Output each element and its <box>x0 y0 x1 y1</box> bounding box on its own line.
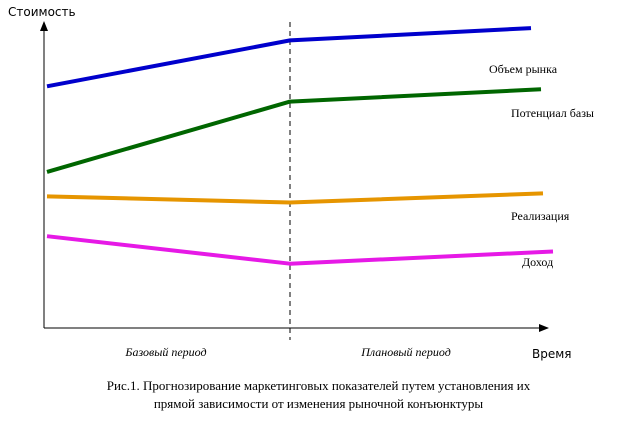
period-label-plan: Плановый период <box>360 345 451 359</box>
figure-caption-line-1: Рис.1. Прогнозирование маркетинговых пок… <box>106 378 531 393</box>
series-polyline <box>46 234 554 266</box>
y-axis-label: Стоимость <box>8 5 76 19</box>
series-polyline <box>46 87 542 174</box>
figure-caption-line-2: прямой зависимости от изменения рыночной… <box>153 396 484 411</box>
x-axis-label: Время <box>532 347 572 361</box>
period-label-base: Базовый период <box>124 345 206 359</box>
series-line-base-potential <box>46 87 542 174</box>
series-label-market-volume: Объем рынка <box>489 62 558 76</box>
series-polyline <box>46 191 544 205</box>
series-line-market-volume <box>46 26 532 89</box>
series-label-base-potential: Потенциал базы <box>511 106 594 120</box>
series-label-income: Доход <box>522 255 553 269</box>
series-line-income <box>46 234 554 266</box>
series-label-sales: Реализация <box>511 209 570 223</box>
series-line-sales <box>46 191 544 205</box>
series-polyline <box>46 26 532 89</box>
